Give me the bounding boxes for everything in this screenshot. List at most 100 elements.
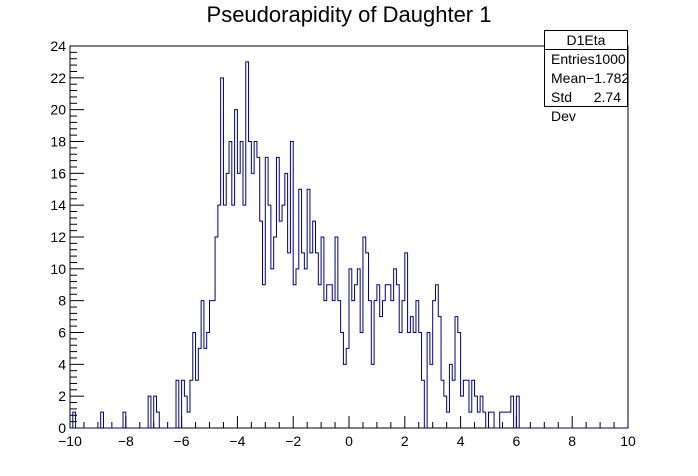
histogram-bin bbox=[237, 173, 240, 428]
histogram-bin bbox=[201, 301, 204, 428]
stats-box: D1Eta Entries 1000 Mean −1.782 Std Dev 2… bbox=[544, 30, 629, 124]
histogram-bin bbox=[246, 62, 249, 428]
histogram-bin bbox=[447, 412, 450, 428]
histogram-bin bbox=[444, 396, 447, 428]
histogram-bin bbox=[316, 253, 319, 428]
histogram-bin bbox=[332, 301, 335, 428]
histogram-bin bbox=[274, 237, 277, 428]
y-tick-label: 16 bbox=[50, 165, 66, 181]
histogram-bin bbox=[374, 301, 377, 428]
y-tick-label: 8 bbox=[58, 293, 66, 309]
stats-row-mean: Mean −1.782 bbox=[545, 69, 629, 88]
histogram-bin bbox=[346, 348, 349, 428]
histogram-bin bbox=[413, 333, 416, 429]
histogram-bin bbox=[394, 269, 397, 428]
histogram-bin bbox=[313, 221, 316, 428]
histogram-bin bbox=[455, 317, 458, 428]
x-tick-label: 4 bbox=[457, 433, 465, 449]
y-tick-label: 18 bbox=[50, 134, 66, 150]
histogram-bin bbox=[480, 396, 483, 428]
histogram-bin bbox=[452, 380, 455, 428]
histogram-bin bbox=[343, 364, 346, 428]
histogram-bin bbox=[296, 269, 299, 428]
histogram-bin bbox=[293, 285, 296, 428]
histogram-bin bbox=[402, 301, 405, 428]
histogram-bin bbox=[321, 237, 324, 428]
x-tick-label: −2 bbox=[285, 433, 301, 449]
histogram-bin bbox=[249, 142, 252, 429]
histogram-bin bbox=[430, 364, 433, 428]
histogram-bin bbox=[441, 380, 444, 428]
histogram-bin bbox=[433, 301, 436, 428]
y-tick-label: 22 bbox=[50, 70, 66, 86]
histogram-bin bbox=[73, 412, 76, 428]
y-tick-label: 4 bbox=[58, 356, 66, 372]
histogram-bin bbox=[422, 380, 425, 428]
histogram-bin bbox=[265, 157, 268, 428]
histogram-bin bbox=[254, 142, 257, 429]
histogram-bin bbox=[449, 364, 452, 428]
histogram-outline bbox=[70, 61, 628, 429]
histogram-bin bbox=[229, 142, 232, 429]
histogram-bin bbox=[502, 412, 505, 428]
histogram-bin bbox=[341, 333, 344, 429]
stats-row-stddev: Std Dev 2.74 bbox=[545, 88, 627, 124]
stats-stddev-value: 2.74 bbox=[593, 89, 621, 105]
histogram-bin bbox=[223, 205, 226, 428]
histogram-bin bbox=[232, 205, 235, 428]
x-tick-label: −10 bbox=[58, 433, 82, 449]
stats-mean-label: Mean bbox=[551, 70, 587, 86]
histogram-bin bbox=[187, 412, 190, 428]
histogram-bin bbox=[324, 301, 327, 428]
y-tick-label: 2 bbox=[58, 388, 66, 404]
histogram-bin bbox=[327, 285, 330, 428]
histogram-bin bbox=[363, 237, 366, 428]
x-tick-label: −8 bbox=[118, 433, 134, 449]
histogram-bin bbox=[472, 380, 475, 428]
histogram-bin bbox=[204, 348, 207, 428]
x-tick-label: 2 bbox=[401, 433, 409, 449]
histogram-bin bbox=[380, 317, 383, 428]
x-tick-label: −6 bbox=[174, 433, 190, 449]
histogram-bin bbox=[357, 269, 360, 428]
x-tick-label: 6 bbox=[513, 433, 521, 449]
histogram-bin bbox=[483, 412, 486, 428]
histogram-bin bbox=[463, 380, 466, 428]
histogram-bin bbox=[307, 189, 310, 428]
histogram-bin bbox=[329, 285, 332, 428]
stats-entries-label: Entries bbox=[551, 51, 595, 67]
histogram-bin bbox=[243, 205, 246, 428]
histogram-bin bbox=[469, 412, 472, 428]
histogram-bin bbox=[355, 285, 358, 428]
histogram-bin bbox=[461, 396, 464, 428]
histogram-bin bbox=[251, 173, 254, 428]
y-tick-label: 14 bbox=[50, 197, 66, 213]
histogram-bin bbox=[288, 253, 291, 428]
chart-title: Pseudorapidity of Daughter 1 bbox=[206, 2, 492, 27]
histogram-bin bbox=[396, 285, 399, 428]
histogram-bin bbox=[260, 221, 263, 428]
histogram-bin bbox=[511, 396, 514, 428]
histogram-bin bbox=[435, 285, 438, 428]
histogram-bin bbox=[184, 396, 187, 428]
histogram-bin bbox=[282, 205, 285, 428]
histogram-bin bbox=[475, 396, 478, 428]
histogram-bin bbox=[276, 157, 279, 428]
y-tick-label: 12 bbox=[50, 229, 66, 245]
histogram-bin bbox=[388, 285, 391, 428]
histogram-bin bbox=[304, 269, 307, 428]
histogram-bin bbox=[399, 333, 402, 429]
histogram-bin bbox=[508, 412, 511, 428]
histogram-bin bbox=[207, 333, 210, 429]
histogram-bin bbox=[408, 333, 411, 429]
histogram-bin bbox=[427, 333, 430, 429]
y-tick-label: 10 bbox=[50, 261, 66, 277]
histogram-bin bbox=[466, 380, 469, 428]
histogram-bin bbox=[369, 301, 372, 428]
histogram-bin bbox=[410, 317, 413, 428]
histogram-bin bbox=[366, 253, 369, 428]
histogram-bin bbox=[338, 301, 341, 428]
histogram-bin bbox=[268, 205, 271, 428]
histogram-bin bbox=[382, 301, 385, 428]
